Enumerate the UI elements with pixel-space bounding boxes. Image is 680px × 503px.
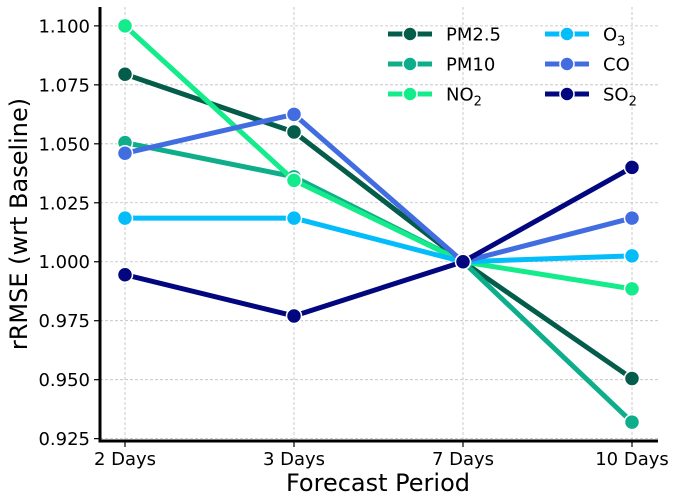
data-point-no2 bbox=[116, 17, 134, 35]
series-line-co bbox=[122, 111, 635, 265]
data-point-co bbox=[116, 144, 134, 162]
y-tick-label: 1.025 bbox=[38, 193, 90, 214]
y-tick-label: 0.975 bbox=[38, 311, 90, 332]
series-line-pm10 bbox=[122, 140, 635, 425]
legend-label-subscript: 2 bbox=[474, 95, 482, 110]
y-tick-label: 0.925 bbox=[38, 429, 90, 450]
data-point-pm2-5 bbox=[623, 370, 641, 387]
legend-label-so2: SO2 bbox=[603, 85, 637, 110]
legend-label-pm10: PM10 bbox=[446, 55, 495, 76]
legend-label-base: NO bbox=[446, 85, 474, 106]
legend-item-o3: O3 bbox=[545, 25, 625, 50]
data-point-pm2-5 bbox=[116, 65, 134, 83]
data-point-so2 bbox=[454, 253, 472, 270]
y-axis-label: rRMSE (wrt Baseline) bbox=[5, 98, 33, 350]
series-line-no2 bbox=[122, 23, 635, 292]
series-line-so2 bbox=[122, 164, 635, 319]
legend-item-so2: SO2 bbox=[545, 85, 637, 110]
x-tick-label: 3 Days bbox=[263, 449, 325, 470]
legend-item-no2: NO2 bbox=[388, 85, 482, 110]
x-axis-ticks: 2 Days 3 Days 7 Days 10 Days bbox=[94, 441, 669, 470]
legend-marker-o3 bbox=[559, 26, 575, 42]
data-point-o3 bbox=[285, 209, 303, 227]
y-tick-label: 1.075 bbox=[38, 75, 90, 96]
legend-item-co: CO bbox=[545, 55, 630, 76]
x-tick-label: 10 Days bbox=[595, 449, 669, 470]
y-axis-ticks: 0.925 0.950 0.975 1.000 1.025 1.050 1.075 1.100 bbox=[38, 16, 100, 450]
data-point-so2 bbox=[116, 266, 134, 283]
data-point-no2 bbox=[623, 280, 641, 298]
legend-label-pm2-5: PM2.5 bbox=[446, 25, 501, 46]
legend-label-subscript: 3 bbox=[617, 35, 625, 50]
data-point-co bbox=[623, 209, 641, 227]
x-tick-label: 2 Days bbox=[94, 449, 156, 470]
legend-label-subscript: 2 bbox=[629, 95, 637, 110]
y-tick-label: 1.000 bbox=[38, 252, 90, 273]
data-point-no2 bbox=[285, 172, 303, 189]
legend-item-pm10: PM10 bbox=[388, 55, 495, 76]
legend-label-no2: NO2 bbox=[446, 85, 482, 110]
data-point-o3 bbox=[623, 247, 641, 265]
data-point-so2 bbox=[623, 159, 641, 176]
series-pm2-5 bbox=[116, 65, 641, 387]
legend-marker-co bbox=[559, 56, 575, 72]
series-line-o3 bbox=[122, 215, 635, 265]
legend-label-base: O bbox=[603, 25, 617, 46]
y-tick-label: 0.950 bbox=[38, 370, 90, 391]
legend-label-o3: O3 bbox=[603, 25, 625, 50]
data-point-co bbox=[285, 106, 303, 123]
y-tick-label: 1.100 bbox=[38, 16, 90, 37]
data-point-pm2-5 bbox=[285, 123, 303, 141]
series-so2 bbox=[116, 159, 641, 325]
legend-label-base: SO bbox=[603, 85, 629, 106]
y-tick-label: 1.050 bbox=[38, 134, 90, 155]
series-pm10 bbox=[116, 134, 641, 431]
axes bbox=[98, 7, 658, 443]
legend-marker-so2 bbox=[559, 86, 575, 102]
legend-label-co: CO bbox=[603, 55, 630, 76]
x-tick-label: 7 Days bbox=[432, 449, 494, 470]
x-axis-label: Forecast Period bbox=[286, 469, 470, 497]
legend-item-pm2-5: PM2.5 bbox=[388, 25, 501, 46]
legend-marker-no2 bbox=[402, 86, 418, 102]
data-point-o3 bbox=[116, 209, 134, 227]
series-group bbox=[116, 17, 641, 431]
legend-marker-pm10 bbox=[402, 56, 418, 72]
data-point-so2 bbox=[285, 307, 303, 325]
legend-marker-pm2-5 bbox=[402, 26, 418, 42]
series-co bbox=[116, 106, 641, 270]
data-point-pm10 bbox=[623, 413, 641, 431]
series-line-pm2-5 bbox=[122, 71, 635, 381]
